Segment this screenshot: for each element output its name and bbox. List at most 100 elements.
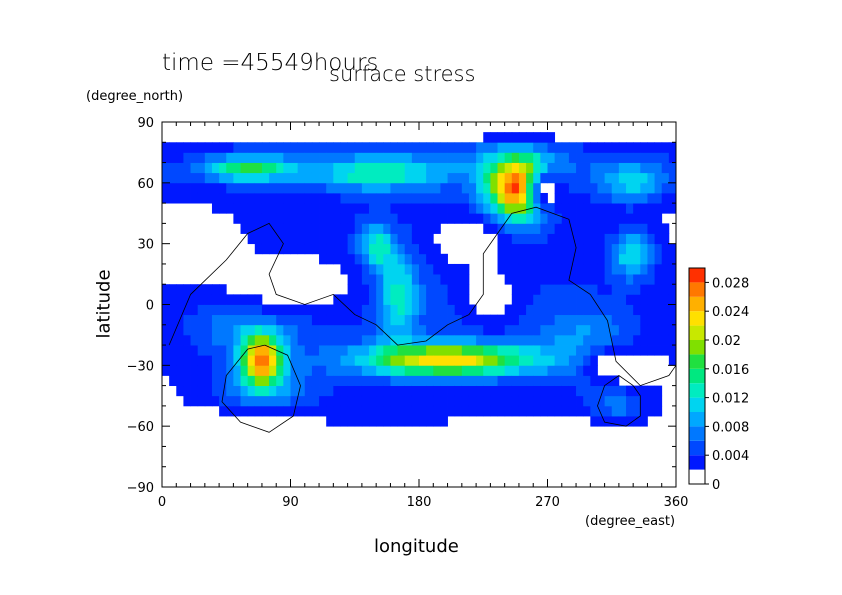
contour-cell <box>233 395 241 407</box>
contour-cell <box>340 405 349 417</box>
contour-cell <box>604 274 613 285</box>
contour-cell <box>219 152 227 163</box>
contour-cell <box>304 385 313 397</box>
contour-cell <box>276 213 284 224</box>
contour-cell <box>354 395 363 407</box>
contour-cell <box>397 213 406 224</box>
contour-cell <box>254 345 263 356</box>
contour-cell <box>647 162 655 174</box>
contour-cell <box>311 345 320 356</box>
contour-cell <box>204 172 213 184</box>
contour-cell <box>176 294 184 305</box>
contour-cell <box>433 172 441 184</box>
contour-cell <box>590 304 598 316</box>
contour-cell <box>233 172 241 184</box>
contour-cell <box>390 334 398 346</box>
contour-cell <box>383 152 391 163</box>
contour-cell <box>197 162 206 174</box>
contour-cell <box>476 213 484 224</box>
contour-cell <box>661 192 670 204</box>
contour-cell <box>490 132 498 143</box>
contour-cell <box>333 334 341 346</box>
contour-cell <box>533 172 541 184</box>
contour-cell <box>597 243 606 255</box>
contour-cell <box>554 284 563 295</box>
contour-cell <box>626 152 634 163</box>
contour-cell <box>626 172 634 184</box>
y-tick-label: −30 <box>127 359 154 374</box>
contour-cell <box>454 294 463 305</box>
contour-cell <box>483 365 491 376</box>
contour-cell <box>547 162 556 174</box>
contour-cell <box>326 324 334 336</box>
contour-cell <box>226 324 234 336</box>
contour-cell <box>283 324 291 336</box>
contour-cell <box>633 172 641 184</box>
contour-cell <box>518 294 527 305</box>
contour-cell <box>411 263 420 275</box>
contour-cell <box>461 142 470 153</box>
contour-cell <box>576 203 584 214</box>
contour-cell <box>226 152 234 163</box>
contour-cell <box>547 213 556 224</box>
contour-cell <box>554 324 563 336</box>
contour-cell <box>283 385 291 397</box>
contour-cell <box>454 385 463 397</box>
contour-cell <box>504 203 513 214</box>
contour-cell <box>311 203 320 214</box>
contour-cell <box>240 375 249 387</box>
contour-cell <box>211 192 220 204</box>
contour-cell <box>468 395 477 407</box>
contour-cell <box>169 324 177 336</box>
contour-cell <box>426 203 434 214</box>
contour-cell <box>340 203 349 214</box>
contour-cell <box>497 182 506 194</box>
contour-cell <box>533 213 541 224</box>
contour-cell <box>547 142 556 153</box>
contour-cell <box>383 395 391 407</box>
contour-cell <box>468 192 477 204</box>
contour-cell <box>169 172 177 184</box>
contour-cell <box>354 304 363 316</box>
contour-cell <box>447 203 456 214</box>
contour-cell <box>419 243 427 255</box>
contour-cell <box>390 355 398 366</box>
contour-cell <box>333 304 341 316</box>
contour-cell <box>354 182 363 194</box>
contour-cell <box>383 203 391 214</box>
contour-cell <box>411 416 420 427</box>
contour-cell <box>526 223 534 234</box>
contour-cell <box>269 304 277 316</box>
colorbar-swatch <box>689 412 705 427</box>
contour-cell <box>326 213 334 224</box>
contour-cell <box>233 314 241 326</box>
contour-cell <box>497 395 506 407</box>
contour-cell <box>197 304 206 316</box>
contour-cell <box>454 172 463 184</box>
contour-cell <box>304 162 313 174</box>
contour-cell <box>297 182 306 194</box>
contour-cell <box>326 203 334 214</box>
contour-cell <box>568 192 577 204</box>
contour-cell <box>333 375 341 387</box>
contour-cell <box>618 385 627 397</box>
contour-cell <box>354 345 363 356</box>
contour-cell <box>376 294 384 305</box>
contour-cell <box>547 263 556 275</box>
contour-cell <box>397 385 406 397</box>
contour-cell <box>604 375 613 387</box>
contour-cell <box>540 334 548 346</box>
contour-cell <box>468 182 477 194</box>
contour-cell <box>361 416 370 427</box>
contour-cell <box>361 365 370 376</box>
contour-cell <box>411 284 420 295</box>
contour-cell <box>483 334 491 346</box>
contour-cell <box>533 203 541 214</box>
contour-cell <box>311 405 320 417</box>
contour-cell <box>618 182 627 194</box>
contour-cell <box>190 365 199 376</box>
contour-cell <box>511 355 520 366</box>
contour-cell <box>304 243 313 255</box>
contour-cell <box>426 253 434 265</box>
contour-cell <box>419 385 427 397</box>
